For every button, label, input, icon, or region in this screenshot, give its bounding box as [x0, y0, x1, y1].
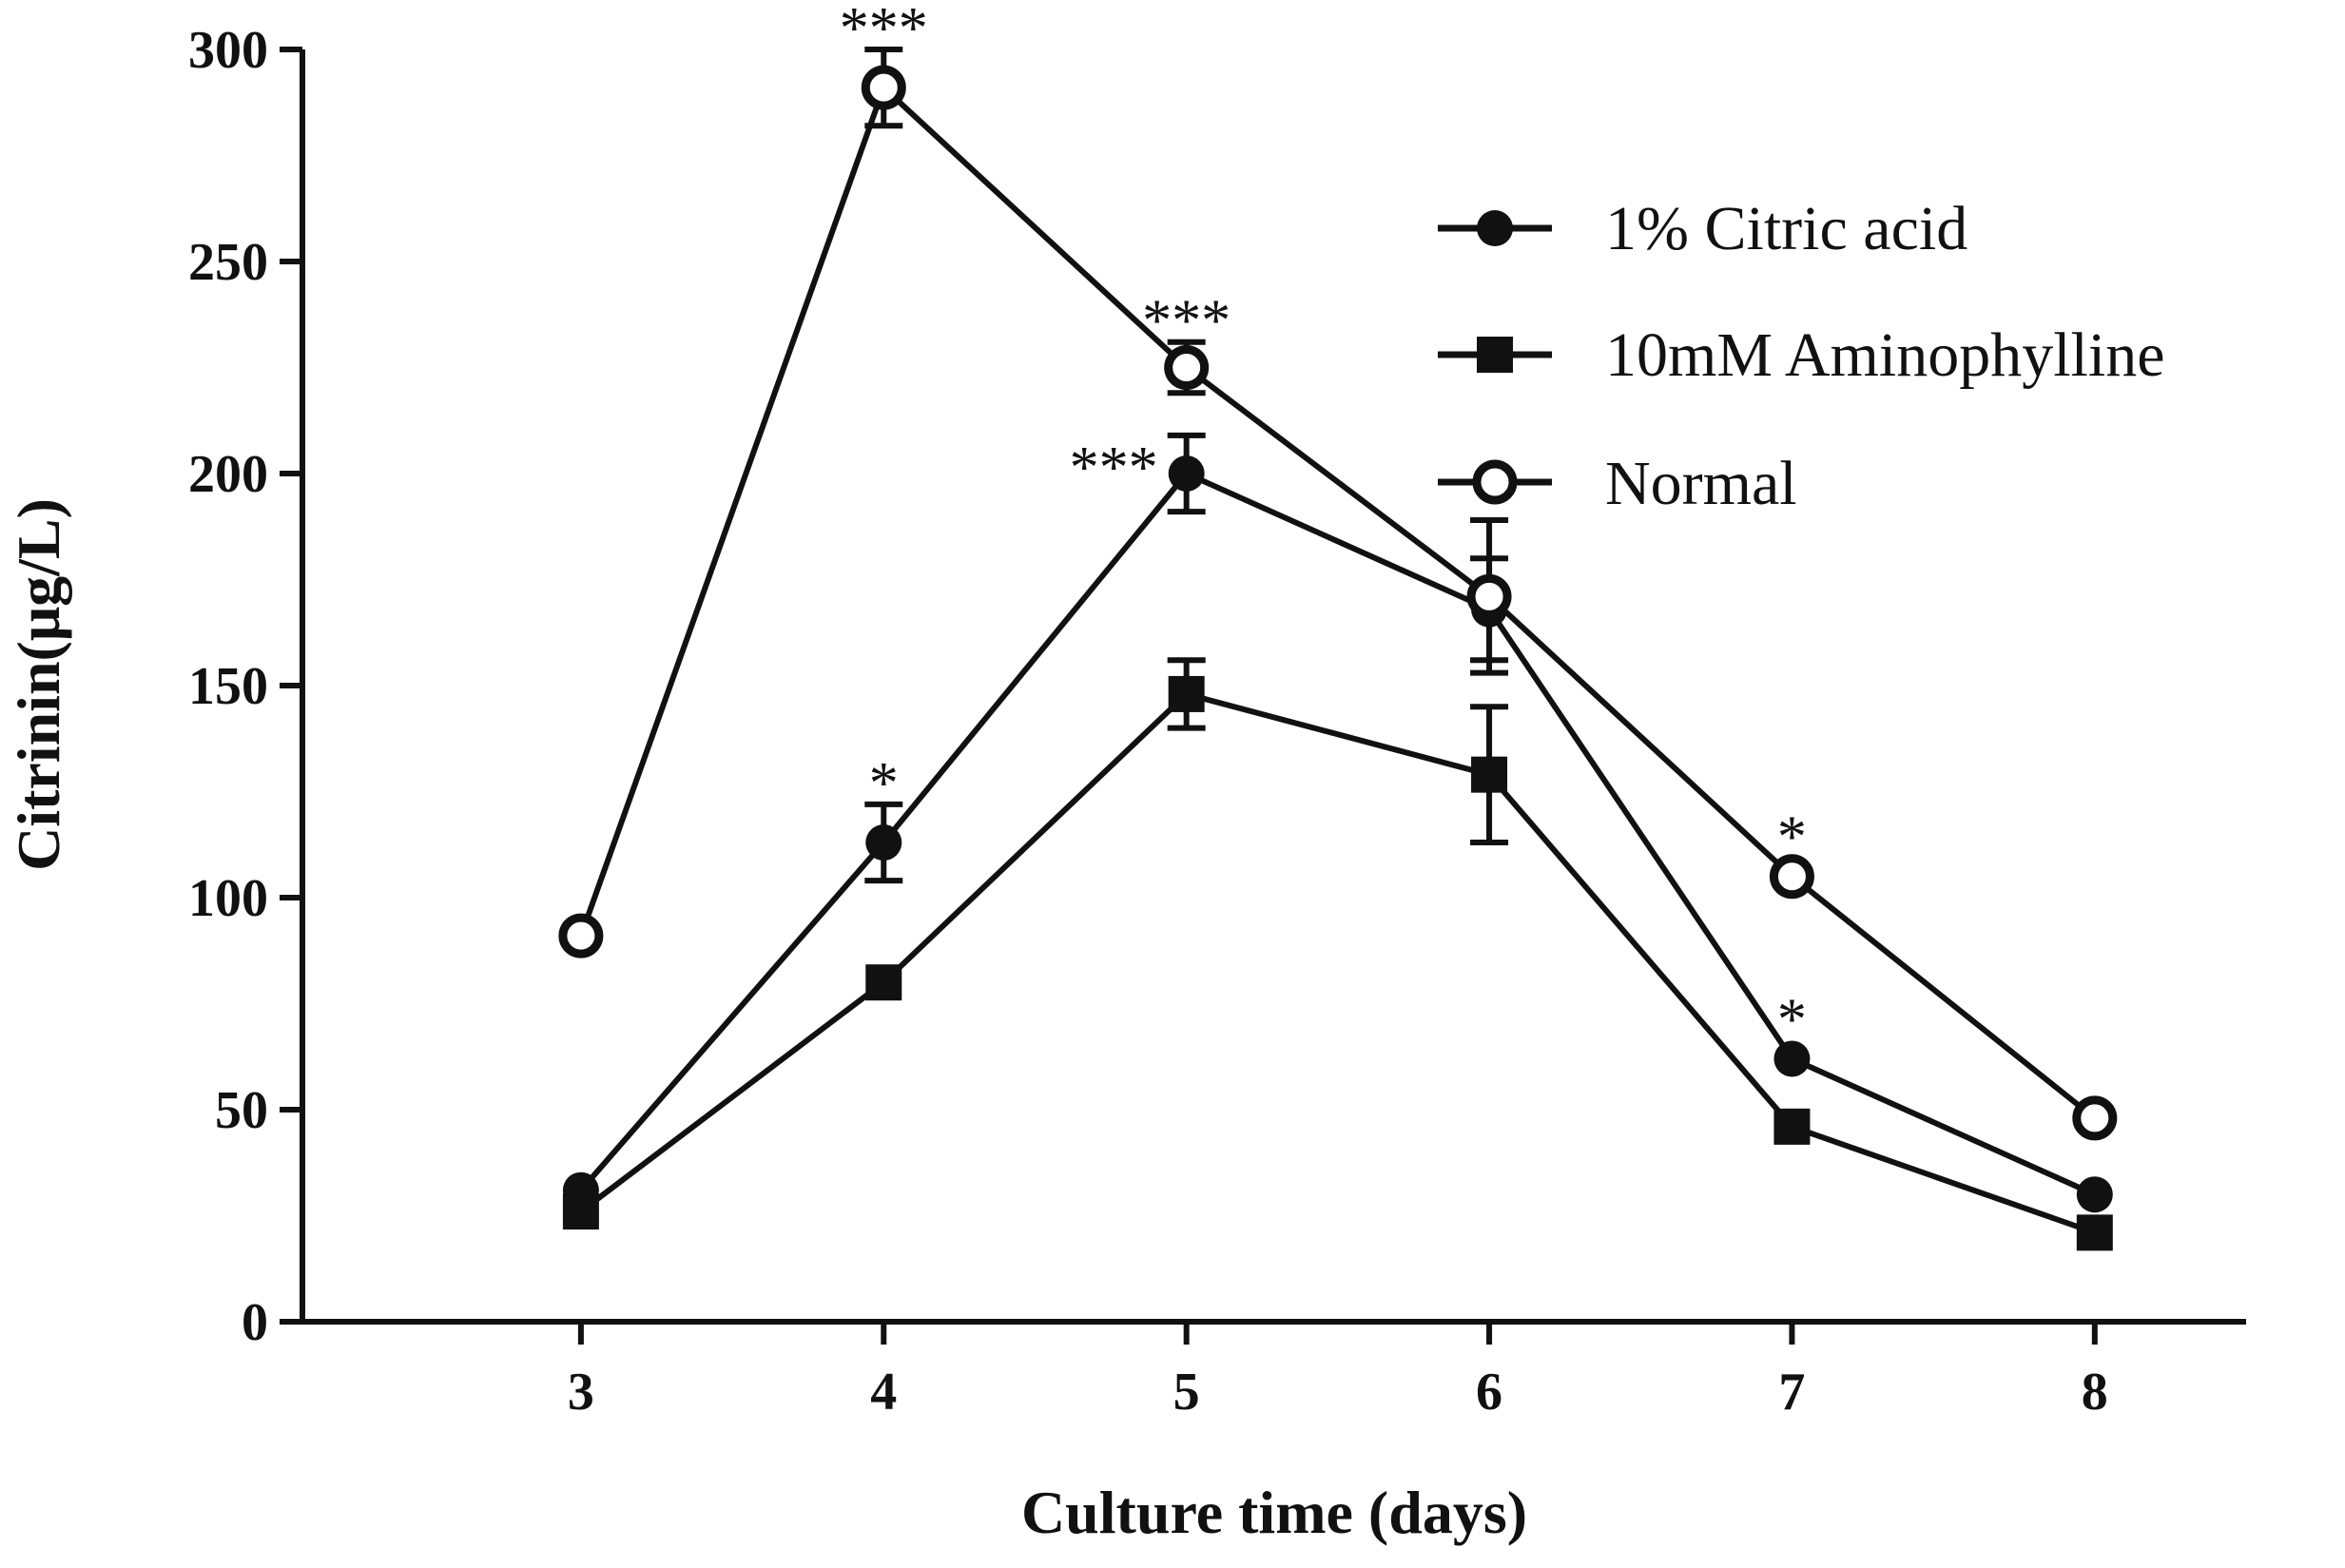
y-tick-label-300: 300 — [188, 21, 268, 80]
series-line-1 — [579, 690, 2096, 1236]
significance-0-4: * — [1777, 987, 1807, 1052]
point-0-5 — [2076, 1176, 2113, 1213]
point-1-4 — [1773, 1108, 1811, 1145]
legend-label-citric: 1% Citric acid — [1605, 194, 1967, 263]
series-line-2 — [578, 85, 2097, 1121]
series-0 — [562, 432, 2113, 1213]
x-tick-label-3: 3 — [568, 1363, 594, 1422]
y-axis-ticks: 0 50 100 150 200 250 300 — [188, 21, 302, 1352]
point-1-1 — [865, 964, 902, 1001]
annotations-layer: ************ — [840, 0, 1807, 1052]
point-2-1 — [861, 65, 906, 110]
significance-0-1: * — [869, 751, 899, 816]
legend-item-normal: Normal — [1438, 449, 1797, 518]
legend: 1% Citric acid 10mM Aminophylline Normal — [1438, 194, 2165, 518]
y-tick-label-100: 100 — [188, 869, 268, 928]
point-1-5 — [2076, 1214, 2113, 1251]
y-tick-label-200: 200 — [188, 445, 268, 504]
x-axis-title: Culture time (days) — [1021, 1479, 1527, 1546]
significance-2-1: *** — [840, 0, 928, 61]
legend-marker-open-circle — [1472, 459, 1518, 505]
point-2-3 — [1466, 573, 1512, 619]
significance-0-2: *** — [1070, 436, 1158, 500]
y-tick-label-50: 50 — [215, 1081, 268, 1140]
point-2-5 — [2072, 1095, 2118, 1141]
point-2-0 — [558, 913, 604, 958]
point-1-3 — [1471, 756, 1508, 793]
x-axis-ticks: 3 4 5 6 7 8 — [568, 1322, 2108, 1422]
point-0-1 — [865, 824, 902, 861]
x-tick-label-6: 6 — [1476, 1363, 1502, 1422]
x-tick-label-5: 5 — [1173, 1363, 1200, 1422]
point-0-2 — [1168, 455, 1205, 492]
point-1-0 — [562, 1193, 599, 1230]
legend-marker-filled-circle — [1477, 210, 1513, 246]
series-layer — [558, 47, 2118, 1251]
legend-marker-filled-square — [1477, 337, 1513, 373]
legend-item-citric: 1% Citric acid — [1438, 194, 1967, 263]
significance-2-4: * — [1777, 805, 1807, 870]
x-tick-label-4: 4 — [870, 1363, 897, 1422]
point-0-4 — [1773, 1040, 1811, 1077]
point-2-2 — [1164, 345, 1210, 390]
x-tick-label-7: 7 — [1778, 1363, 1805, 1422]
y-axis-title: Citrinin(μg/L) — [5, 498, 72, 871]
y-tick-label-150: 150 — [188, 657, 268, 716]
legend-label-normal: Normal — [1605, 449, 1797, 518]
series-1 — [562, 657, 2113, 1251]
point-1-2 — [1168, 675, 1205, 712]
point-2-4 — [1769, 854, 1814, 900]
series-line-0 — [578, 471, 2097, 1197]
legend-label-aminophylline: 10mM Aminophylline — [1605, 320, 2165, 390]
series-2 — [558, 47, 2118, 1141]
legend-item-aminophylline: 10mM Aminophylline — [1438, 320, 2165, 390]
y-tick-label-0: 0 — [242, 1293, 268, 1352]
significance-2-2: *** — [1142, 289, 1231, 354]
x-tick-label-8: 8 — [2082, 1363, 2108, 1422]
y-tick-label-250: 250 — [188, 233, 268, 292]
